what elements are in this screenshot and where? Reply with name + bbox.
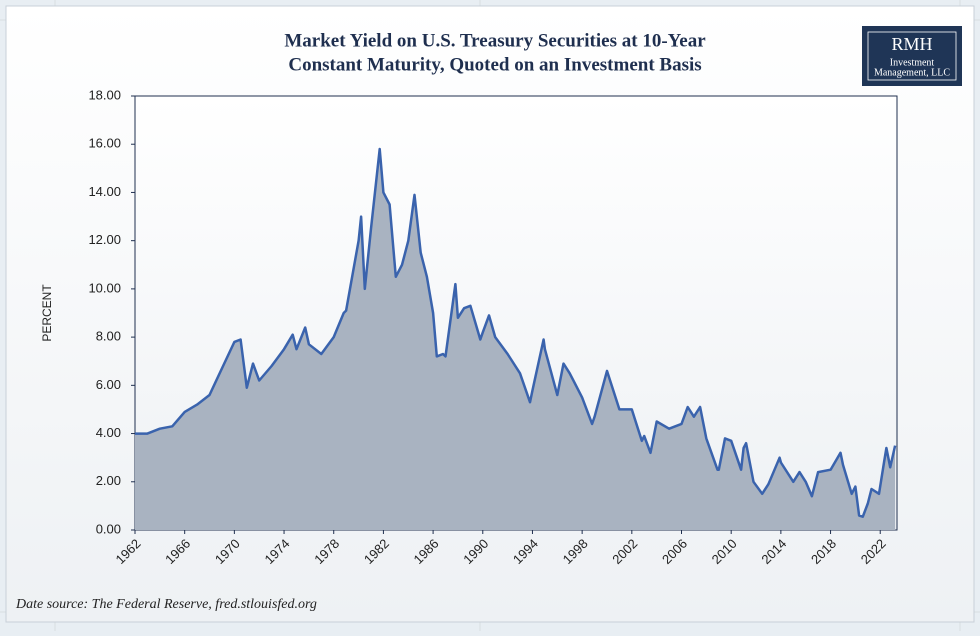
y-tick-label: 12.00 <box>88 232 121 247</box>
chart-title: Market Yield on U.S. Treasury Securities… <box>284 30 706 51</box>
y-tick-label: 8.00 <box>96 329 121 344</box>
y-tick-label: 2.00 <box>96 473 121 488</box>
source-note: Date source: The Federal Reserve, fred.s… <box>15 597 317 612</box>
chart-subtitle: Constant Maturity, Quoted on an Investme… <box>288 54 701 75</box>
logo-line: Investment <box>890 57 935 68</box>
y-tick-label: 16.00 <box>88 136 121 151</box>
y-tick-label: 0.00 <box>96 521 121 536</box>
y-tick-label: 4.00 <box>96 425 121 440</box>
y-tick-label: 10.00 <box>88 280 121 295</box>
y-tick-label: 6.00 <box>96 377 121 392</box>
line <box>135 147 897 518</box>
y-axis-label: PERCENT <box>40 284 54 342</box>
logo-line: Management, LLC <box>874 67 950 78</box>
y-tick-label: 14.00 <box>88 184 121 199</box>
y-tick-label: 18.00 <box>88 87 121 102</box>
logo-box <box>862 26 962 86</box>
logo-border <box>867 31 957 81</box>
logo-name: RMH <box>891 34 932 54</box>
